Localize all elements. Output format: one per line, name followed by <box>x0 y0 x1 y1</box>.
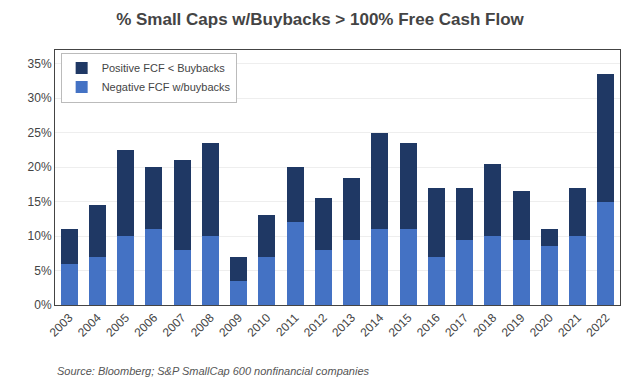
svg-text:Negative FCF w/buybacks: Negative FCF w/buybacks <box>102 81 231 93</box>
svg-text:2006: 2006 <box>131 311 160 340</box>
svg-text:Source: Bloomberg; S&P SmallCa: Source: Bloomberg; S&P SmallCap 600 nonf… <box>57 365 370 377</box>
svg-text:2005: 2005 <box>103 311 132 340</box>
svg-text:2022: 2022 <box>583 311 612 340</box>
svg-text:5%: 5% <box>34 264 52 278</box>
svg-text:2008: 2008 <box>188 311 217 340</box>
svg-text:2007: 2007 <box>160 311 189 340</box>
svg-text:2010: 2010 <box>244 311 273 340</box>
svg-text:2014: 2014 <box>357 311 386 340</box>
svg-text:2013: 2013 <box>329 311 358 340</box>
svg-text:2009: 2009 <box>216 311 245 340</box>
svg-text:2018: 2018 <box>470 311 499 340</box>
svg-text:10%: 10% <box>28 229 52 243</box>
svg-text:35%: 35% <box>28 57 52 71</box>
svg-text:30%: 30% <box>28 91 52 105</box>
svg-text:2003: 2003 <box>47 311 76 340</box>
svg-text:2012: 2012 <box>301 311 330 340</box>
svg-text:15%: 15% <box>28 195 52 209</box>
svg-text:20%: 20% <box>28 160 52 174</box>
svg-text:25%: 25% <box>28 126 52 140</box>
svg-text:2017: 2017 <box>442 311 471 340</box>
svg-text:% Small Caps w/Buybacks > 100%: % Small Caps w/Buybacks > 100% Free Cash… <box>116 10 524 29</box>
svg-text:0%: 0% <box>34 298 52 312</box>
svg-text:2004: 2004 <box>75 311 104 340</box>
svg-text:2019: 2019 <box>499 311 528 340</box>
svg-text:2011: 2011 <box>273 311 301 339</box>
svg-text:2016: 2016 <box>414 311 443 340</box>
svg-text:2021: 2021 <box>555 311 584 340</box>
svg-text:Positive FCF < Buybacks: Positive FCF < Buybacks <box>102 62 226 74</box>
svg-text:2020: 2020 <box>527 311 556 340</box>
svg-text:2015: 2015 <box>386 311 415 340</box>
